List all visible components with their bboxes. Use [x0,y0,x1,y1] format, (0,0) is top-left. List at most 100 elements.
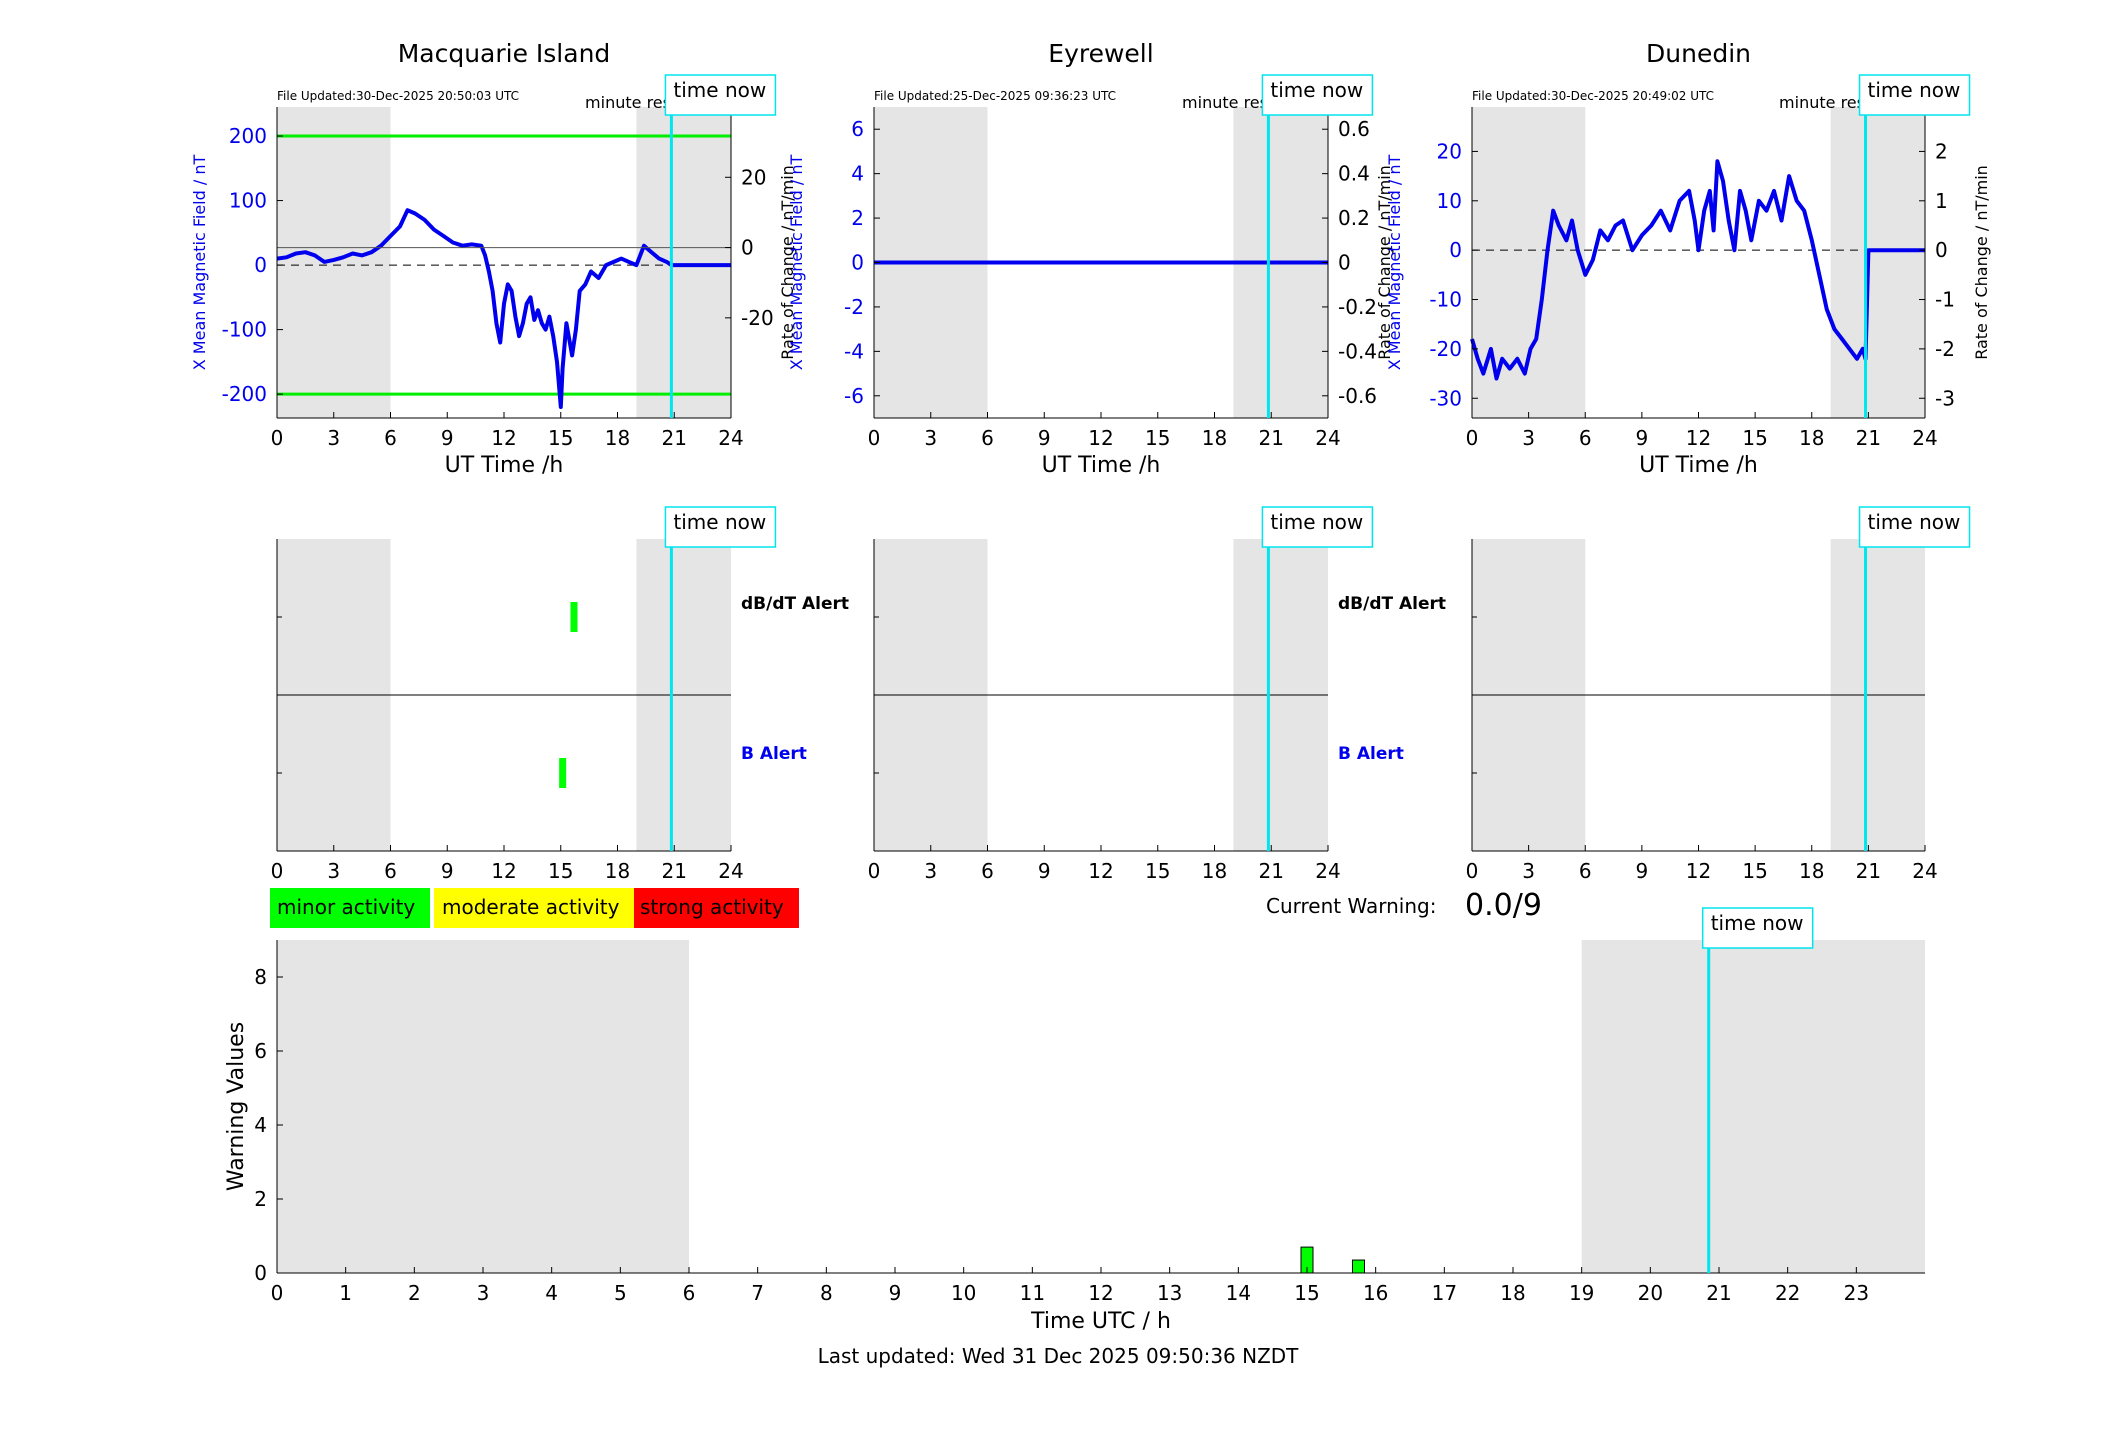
dbdt-alert-label: dB/dT Alert [741,594,849,614]
x-axis-label: UT Time /h [1639,453,1758,478]
y-tick-label: 8 [254,965,267,989]
x-tick-label: 6 [981,426,994,450]
x-tick-label: 3 [327,426,340,450]
y-right-tick-label: -2 [1935,337,1955,361]
x-tick-label: 18 [605,426,630,450]
y-tick-label: 4 [254,1113,267,1137]
y-right-tick-label: -0.6 [1338,384,1377,408]
x-tick-label: 12 [1088,859,1113,883]
x-tick-label: 0 [1466,426,1479,450]
panel-dunedin: Dunedin File Updated:30-Dec-2025 20:49:02… [1385,39,1991,478]
y-right-tick-label: -1 [1935,288,1955,312]
y-left-tick-label: 100 [229,189,267,213]
time-now-label: time now [1711,911,1804,935]
y-right-axis-label: Rate of Change / nT/min [778,165,797,360]
panel-alert-macquarie: dB/dT Alert B Alert 0 3 6 9 12 15 18 21 24 time now [271,506,849,883]
x-tick-label: 3 [924,859,937,883]
b-alert-label: B Alert [741,744,807,764]
x-tick-label: 12 [491,859,516,883]
y-right-tick-label: -0.4 [1338,339,1377,363]
legend-strong-swatch [634,888,799,928]
x-tick-label: 15 [1742,426,1767,450]
panel-eyrewell: Eyrewell File Updated:25-Dec-2025 09:36:2… [787,39,1394,478]
y-left-tick-label: -100 [222,318,267,342]
x-tick-label: 15 [548,859,573,883]
x-tick-label: 15 [1294,1281,1319,1305]
y-right-tick-label: 0.6 [1338,117,1370,141]
y-left-axis-label: X Mean Magnetic Field / nT [787,155,806,371]
alert-event-bar [559,758,567,788]
x-tick-label: 21 [662,426,687,450]
x-tick-label: 0 [868,859,881,883]
warning-bar [1352,1259,1365,1274]
y-left-tick-label: 10 [1437,189,1462,213]
y-tick-label: 2 [254,1187,267,1211]
x-tick-label: 21 [662,859,687,883]
x-tick-label: 24 [1912,859,1937,883]
y-right-tick-label: -20 [741,306,774,330]
x-tick-label: 23 [1844,1281,1869,1305]
x-axis-label: UT Time /h [445,453,564,478]
x-tick-label: 24 [718,859,743,883]
y-left-tick-label: 2 [851,206,864,230]
x-tick-label: 18 [1202,426,1227,450]
panel-title: Dunedin [1646,39,1751,68]
x-tick-label: 24 [1912,426,1937,450]
x-tick-label: 18 [1202,859,1227,883]
y-left-tick-label: -10 [1429,288,1462,312]
x-tick-label: 11 [1020,1281,1045,1305]
x-tick-label: 13 [1157,1281,1182,1305]
y-right-tick-label: -0.2 [1338,295,1377,319]
x-tick-label: 5 [614,1281,627,1305]
legend-minor-label: minor activity [277,895,415,919]
last-updated-text: Last updated: Wed 31 Dec 2025 09:50:36 N… [818,1344,1300,1368]
shaded-night-band [636,107,731,418]
x-tick-label: 0 [1466,859,1479,883]
y-right-axis-label: Rate of Change / nT/min [1375,165,1394,360]
time-now-label: time now [1868,78,1961,102]
time-now-box [664,74,777,116]
shaded-night-band [1830,107,1925,418]
y-left-tick-label: -200 [222,382,267,406]
magnetic-field-series [276,208,731,409]
x-tick-label: 22 [1775,1281,1800,1305]
x-tick-label: 3 [1522,859,1535,883]
x-tick-label: 9 [441,859,454,883]
current-warning: Current Warning: 0.0/9 [1266,888,1542,923]
y-left-axis-label: X Mean Magnetic Field / nT [1385,155,1404,371]
x-tick-label: 6 [981,859,994,883]
x-tick-label: 21 [1856,859,1881,883]
x-tick-label: 14 [1226,1281,1251,1305]
x-tick-label: 20 [1638,1281,1663,1305]
y-left-tick-label: -2 [844,295,864,319]
time-now-box [1261,74,1374,116]
x-tick-label: 21 [1259,859,1284,883]
x-tick-label: 9 [441,426,454,450]
y-left-tick-label: 6 [851,117,864,141]
x-tick-label: 9 [1038,859,1051,883]
x-tick-label: 10 [951,1281,976,1305]
x-tick-label: 7 [751,1281,764,1305]
x-axis-label: Time UTC / h [1030,1309,1171,1334]
x-tick-label: 19 [1569,1281,1594,1305]
shaded-night-band [1472,107,1586,418]
y-right-tick-label: 0 [1338,251,1351,275]
y-tick-label: 6 [254,1039,267,1063]
x-tick-label: 6 [1579,859,1592,883]
y-right-tick-label: -3 [1935,386,1955,410]
x-tick-label: 6 [384,859,397,883]
time-now-label: time now [673,78,766,102]
x-tick-label: 15 [1145,859,1170,883]
x-tick-label: 6 [683,1281,696,1305]
x-tick-label: 4 [545,1281,558,1305]
y-left-tick-label: -6 [844,384,864,408]
y-right-tick-label: 20 [741,165,766,189]
x-tick-label: 12 [1088,1281,1113,1305]
x-tick-label: 3 [924,426,937,450]
x-tick-label: 15 [548,426,573,450]
file-updated-text: File Updated:25-Dec-2025 09:36:23 UTC [874,89,1116,103]
y-right-tick-label: 0 [741,236,754,260]
magnetic-field-series [1470,159,1925,381]
